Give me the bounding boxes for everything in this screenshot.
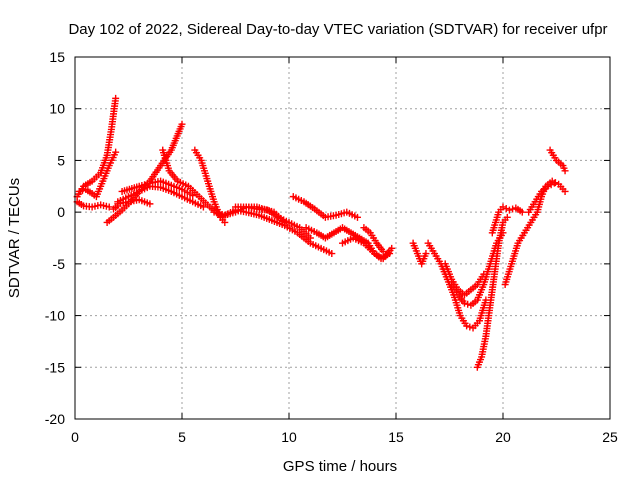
data-point <box>178 120 186 128</box>
x-tick-label: 20 <box>495 429 511 445</box>
series-s17 <box>409 239 430 268</box>
data-point <box>105 203 113 211</box>
plot-frame <box>74 56 611 420</box>
data-point <box>463 322 471 330</box>
series-s19 <box>441 260 488 299</box>
x-tick-label: 25 <box>602 429 618 445</box>
data-point <box>518 208 526 216</box>
chart-title: Day 102 of 2022, Sidereal Day-to-day VTE… <box>68 21 607 38</box>
series-s13 <box>289 193 361 221</box>
data-point <box>561 167 569 175</box>
series-s18 <box>424 239 490 332</box>
axis-ticks: 0 5 10 15 20 25 -20 -15 -10 -5 0 5 10 15 <box>45 49 618 445</box>
data-point <box>422 250 430 258</box>
series-s23 <box>501 177 569 289</box>
data-point <box>503 213 511 221</box>
data-markers <box>73 94 569 371</box>
y-axis-label: SDTVAR / TECUs <box>6 178 23 298</box>
series-s1 <box>73 94 120 201</box>
data-point <box>547 181 555 189</box>
x-axis-label: GPS time / hours <box>283 458 397 475</box>
data-point <box>112 94 120 102</box>
series-s3 <box>73 198 122 213</box>
grid-lines <box>75 57 610 419</box>
y-tick-label: 5 <box>57 152 65 168</box>
data-point <box>221 218 229 226</box>
data-point <box>505 206 513 214</box>
data-point <box>75 187 83 195</box>
data-point <box>502 205 510 213</box>
series-s15 <box>339 234 396 263</box>
series-s5 <box>114 182 207 211</box>
series-s21 <box>473 213 511 371</box>
data-point <box>353 213 361 221</box>
data-point <box>199 203 207 211</box>
y-tick-label: -10 <box>45 308 65 324</box>
data-point <box>328 250 336 258</box>
series-s25 <box>546 146 569 175</box>
series-s12 <box>232 203 289 226</box>
data-point <box>388 244 396 252</box>
data-point <box>544 182 552 190</box>
y-tick-label: -15 <box>45 359 65 375</box>
data-point <box>146 200 154 208</box>
x-tick-label: 15 <box>388 429 404 445</box>
data-point <box>460 299 468 307</box>
y-tick-label: -5 <box>53 256 66 272</box>
data-point <box>499 203 507 211</box>
y-tick-label: 15 <box>49 49 65 65</box>
series-s8 <box>159 146 225 219</box>
x-tick-label: 5 <box>178 429 186 445</box>
data-point <box>281 218 289 226</box>
x-tick-label: 10 <box>281 429 297 445</box>
series-s16 <box>360 224 387 255</box>
y-tick-label: -20 <box>45 411 65 427</box>
series-s4 <box>103 120 186 226</box>
series-s7 <box>114 196 154 208</box>
series-s22 <box>488 203 526 237</box>
data-point <box>561 187 569 195</box>
series-s2 <box>75 148 120 201</box>
series-s24 <box>525 179 558 216</box>
data-point <box>112 148 120 156</box>
y-tick-label: 0 <box>57 204 65 220</box>
x-tick-label: 0 <box>71 429 79 445</box>
data-point <box>466 323 474 331</box>
data-point <box>550 179 558 187</box>
y-tick-label: 10 <box>49 101 65 117</box>
data-point <box>379 247 387 255</box>
